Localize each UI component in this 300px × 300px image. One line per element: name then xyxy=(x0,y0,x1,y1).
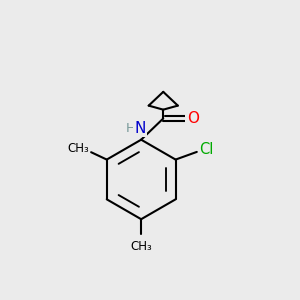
Text: N: N xyxy=(134,121,146,136)
Text: CH₃: CH₃ xyxy=(130,240,152,253)
Text: O: O xyxy=(187,111,199,126)
Text: H: H xyxy=(126,122,136,135)
Text: Cl: Cl xyxy=(199,142,213,157)
Text: CH₃: CH₃ xyxy=(68,142,89,155)
